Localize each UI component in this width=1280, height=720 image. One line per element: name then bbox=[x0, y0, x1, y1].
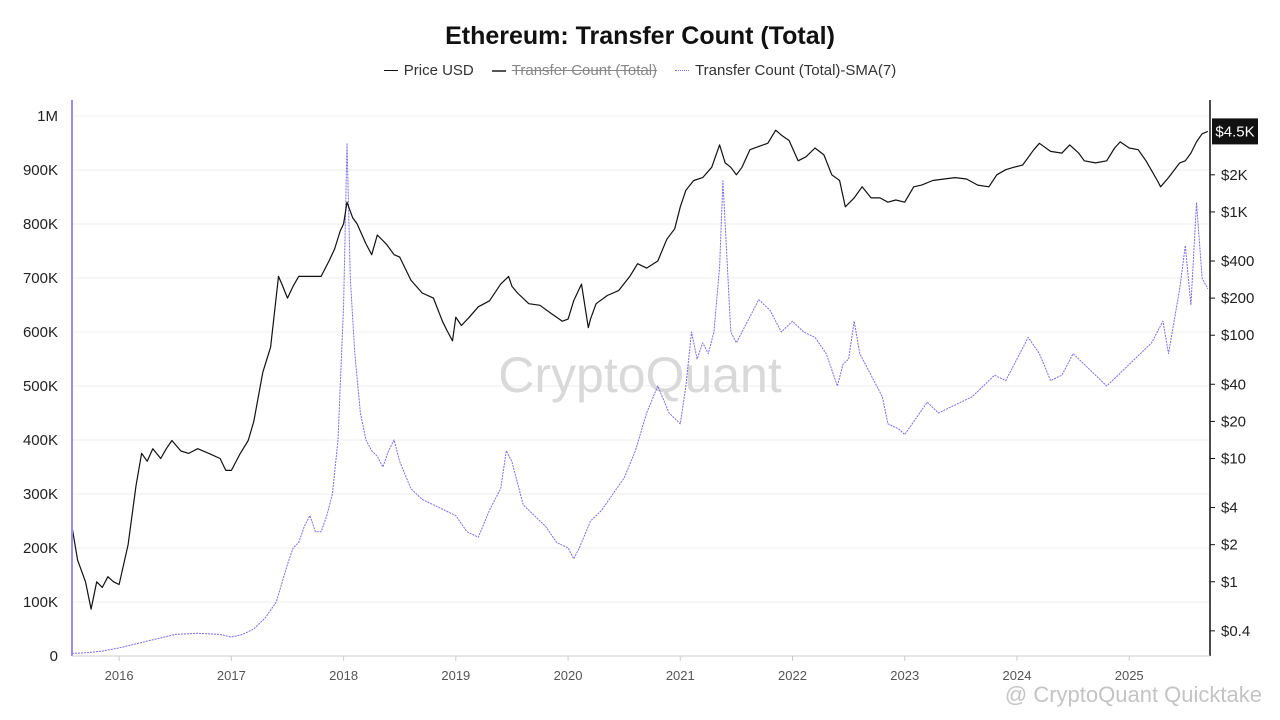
right-axis-ticks: $0.4 $1 $2 $4 $10 $20 $40 $100 $200 $400 $1K $2K bbox=[1210, 167, 1254, 640]
axes bbox=[71, 100, 1211, 657]
right-tick-label: $2 bbox=[1221, 537, 1238, 554]
x-tick-label: 2025 bbox=[1115, 668, 1144, 683]
left-tick-label: 100K bbox=[23, 594, 58, 611]
price-badge-box bbox=[1212, 118, 1258, 145]
legend-item-sma[interactable]: Transfer Count (Total)-SMA(7) bbox=[675, 62, 896, 79]
current-price-badge: $4.5K bbox=[1212, 118, 1258, 145]
legend-swatch-transfer-count bbox=[491, 69, 506, 72]
right-tick-label: $400 bbox=[1221, 253, 1254, 270]
watermark-center: CryptoQuant bbox=[498, 347, 782, 403]
left-tick-label: 800K bbox=[23, 216, 58, 233]
right-tick-label: $0.4 bbox=[1221, 623, 1250, 640]
left-tick-label: 0 bbox=[50, 648, 58, 665]
right-tick-label: $1 bbox=[1221, 574, 1238, 591]
right-tick-label: $100 bbox=[1221, 327, 1254, 344]
chart-legend: Price USD Transfer Count (Total) Transfe… bbox=[0, 62, 1280, 79]
right-tick-label: $4 bbox=[1221, 500, 1238, 517]
price-badge-label: $4.5K bbox=[1215, 123, 1254, 140]
x-tick-label: 2020 bbox=[554, 668, 583, 683]
grid-lines bbox=[72, 115, 1210, 603]
chart-title: Ethereum: Transfer Count (Total) bbox=[445, 22, 835, 50]
left-axis-ticks: 0 100K 200K 300K 400K 500K 600K 700K 800K 900K 1M bbox=[23, 108, 58, 665]
series-layer bbox=[71, 129, 1209, 654]
left-tick-label: 400K bbox=[23, 432, 58, 449]
x-tick-label: 2022 bbox=[778, 668, 807, 683]
watermark-corner: @ CryptoQuant Quicktake bbox=[1005, 682, 1262, 707]
x-tick-label: 2021 bbox=[666, 668, 695, 683]
x-tick-label: 2019 bbox=[441, 668, 470, 683]
series-line-sma bbox=[71, 142, 1209, 654]
left-tick-label: 700K bbox=[23, 270, 58, 287]
left-tick-label: 1M bbox=[37, 108, 58, 125]
right-tick-label: $10 bbox=[1221, 450, 1246, 467]
right-tick-label: $20 bbox=[1221, 413, 1246, 430]
legend-item-price[interactable]: Price USD bbox=[383, 62, 474, 79]
left-tick-label: 200K bbox=[23, 540, 58, 557]
legend-item-transfer-count[interactable]: Transfer Count (Total) bbox=[491, 62, 658, 79]
legend-label-sma: Transfer Count (Total)-SMA(7) bbox=[695, 62, 897, 79]
right-tick-label: $40 bbox=[1221, 376, 1246, 393]
right-tick-label: $2K bbox=[1221, 167, 1248, 184]
right-tick-label: $1K bbox=[1221, 204, 1248, 221]
x-tick-label: 2018 bbox=[329, 668, 358, 683]
left-tick-label: 500K bbox=[23, 378, 58, 395]
x-tick-label: 2017 bbox=[217, 668, 246, 683]
left-tick-label: 900K bbox=[23, 162, 58, 179]
legend-label-transfer-count: Transfer Count (Total) bbox=[511, 62, 658, 79]
x-tick-label: 2024 bbox=[1003, 668, 1032, 683]
x-tick-label: 2023 bbox=[890, 668, 919, 683]
legend-swatch-price bbox=[383, 70, 398, 71]
x-axis-ticks: 2016 2017 2018 2019 2020 2021 2022 2023 2024 2025 bbox=[105, 656, 1144, 683]
legend-label-price: Price USD bbox=[403, 62, 474, 79]
right-tick-label: $200 bbox=[1221, 290, 1254, 307]
x-tick-label: 2016 bbox=[105, 668, 134, 683]
left-tick-label: 600K bbox=[23, 324, 58, 341]
left-tick-label: 300K bbox=[23, 486, 58, 503]
legend-swatch-sma bbox=[675, 70, 690, 71]
series-line-price bbox=[71, 129, 1209, 610]
